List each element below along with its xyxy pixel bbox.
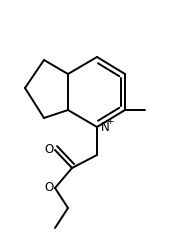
Text: N: N: [101, 121, 110, 134]
Text: +: +: [106, 117, 114, 126]
Text: O: O: [44, 143, 54, 156]
Text: O: O: [44, 181, 54, 194]
